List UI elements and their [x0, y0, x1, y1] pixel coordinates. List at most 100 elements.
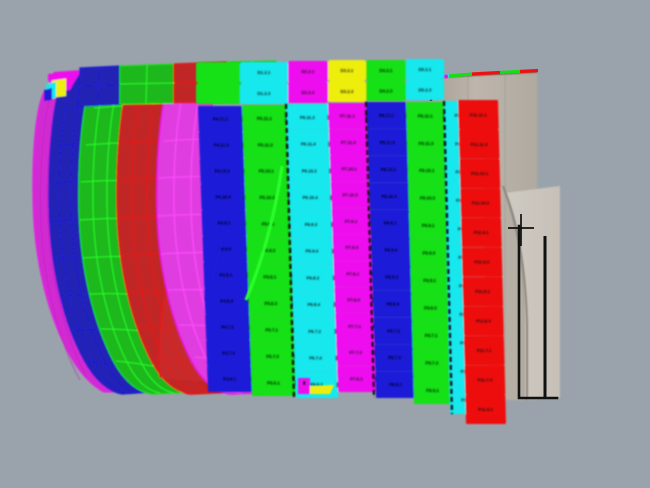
panel-cell[interactable] [407, 156, 447, 185]
panel-column[interactable]: P7.11.1 P7.11.3 P7.10.1 P7.10.3 P7.9.1 P7.9.3… [328, 103, 378, 392]
panel-cell[interactable] [461, 247, 503, 277]
panel-label: P8.9.4 [385, 248, 398, 253]
panel-label: P4.9.2 [218, 221, 231, 226]
panel-cell[interactable] [329, 155, 369, 182]
panel-cell[interactable] [288, 61, 328, 82]
panel-cell[interactable] [206, 340, 252, 366]
panel-label: P9.10.3 [420, 196, 436, 201]
panel-cell[interactable] [460, 217, 502, 248]
panel-cell[interactable] [332, 234, 372, 261]
panel-cell[interactable] [289, 210, 333, 238]
panel-cell[interactable] [408, 184, 447, 212]
diagonal-stiffener [204, 165, 284, 301]
panel-cell[interactable] [368, 182, 410, 210]
panel-columns-group[interactable]: P4.11.2 P4.11.4 P4.10.2 P4.10.4 P4.9.2 P4.9.4… [198, 100, 506, 424]
panel-cell[interactable] [243, 157, 289, 185]
panel-cell[interactable] [294, 344, 338, 372]
panel-cell[interactable] [328, 81, 366, 102]
panel-cell[interactable] [286, 104, 329, 131]
panel-cell[interactable] [196, 83, 240, 104]
panel-label: P11.6.1 [478, 407, 493, 412]
panel-cell[interactable] [240, 83, 288, 104]
panel-column[interactable]: P11.11.1 P11.11.3 P11.10.1 P11.10.3 P11.9.1 P… [458, 100, 506, 424]
crosshair-marker[interactable] [508, 214, 534, 246]
panel-label: D1.2.1 [258, 70, 272, 75]
panel-cell[interactable] [290, 237, 334, 265]
top-band-panel[interactable]: D5.2.1 D5.2.3 [406, 59, 444, 100]
panel-cell[interactable] [240, 62, 288, 83]
panel-label: P4.8.2 [220, 273, 233, 278]
panel-cell[interactable] [406, 59, 444, 80]
panel-cell[interactable] [333, 260, 373, 287]
panel-cell[interactable] [462, 276, 504, 307]
panel-cell[interactable] [198, 132, 244, 158]
top-band-group[interactable]: D1.2.1 D1.2.3 D2.2.1 D2.2.3 D3.2.1 D3.2.3 D4.2… [196, 59, 444, 104]
panel-cell[interactable] [464, 365, 506, 395]
panel-label: P6.10.2 [302, 168, 318, 173]
panel-cell[interactable] [288, 82, 328, 103]
panel-cell[interactable] [291, 264, 335, 292]
top-band-panel[interactable] [196, 62, 240, 104]
panel-cell[interactable] [366, 60, 406, 81]
column-seam [284, 103, 296, 399]
panel-cell[interactable] [406, 102, 445, 130]
panel-label: D5.2.3 [419, 87, 433, 92]
corner-marker-top-left [44, 72, 70, 101]
panel-cell[interactable] [366, 128, 408, 156]
panel-column[interactable]: P9.11.1 P9.11.3 P9.10.1 P9.10.3 P9.9.1 P9.9.3… [406, 102, 454, 404]
panel-cell[interactable] [370, 236, 412, 264]
panel-label: P9.7.1 [425, 333, 438, 338]
panel-cell[interactable] [369, 209, 411, 237]
panel-label: P8.11.2 [379, 113, 394, 118]
panel-cell[interactable] [200, 184, 246, 210]
panel-label: P11.10.1 [471, 171, 489, 176]
panel-cell[interactable] [463, 306, 504, 336]
top-band-panel[interactable]: D2.2.1 D2.2.3 [288, 61, 328, 103]
panel-cell[interactable] [458, 100, 499, 130]
panel-cell[interactable] [366, 102, 407, 129]
panel-cell[interactable] [201, 210, 247, 236]
panel-label: P8.8.2 [386, 275, 399, 280]
panel-label: P5.9.1 [262, 222, 275, 227]
panel-cell[interactable] [458, 129, 500, 159]
panel-cell[interactable] [463, 335, 505, 366]
panel-cell[interactable] [459, 158, 501, 189]
panel-cell[interactable] [460, 188, 501, 218]
panel-cell[interactable] [249, 316, 295, 344]
panel-label: P7.9.1 [345, 219, 358, 224]
column-seam [442, 100, 454, 415]
panel-cell[interactable] [465, 394, 506, 424]
panel-cell[interactable] [205, 314, 251, 340]
panel-cell[interactable] [286, 130, 330, 158]
panel-label: D5.2.1 [419, 67, 433, 72]
panel-cell[interactable] [292, 291, 336, 318]
panel-cell[interactable] [406, 129, 446, 157]
panel-cell[interactable] [198, 106, 243, 132]
top-band-panel[interactable]: D4.2.1 D4.2.3 [366, 60, 406, 101]
panel-cell[interactable] [202, 236, 248, 262]
panel-cell[interactable] [207, 366, 252, 392]
panel-label: P5.7.1 [265, 327, 278, 332]
panel-cell[interactable] [366, 80, 406, 101]
panel-column[interactable]: P8.11.2 P8.11.4 P8.10.2 P8.10.4 P8.9.2 P8.9.4… [366, 102, 418, 398]
panel-cell[interactable] [406, 79, 444, 100]
panel-label: D4.2.1 [380, 68, 394, 73]
panel-cell[interactable] [293, 317, 337, 345]
panel-cell[interactable] [287, 157, 331, 185]
panel-cell[interactable] [288, 184, 332, 211]
panel-cell[interactable] [196, 62, 240, 83]
panel-label: P8.9.2 [384, 221, 397, 226]
panel-cell[interactable] [246, 237, 292, 264]
top-band-panel[interactable]: D3.2.1 D3.2.3 [328, 60, 366, 102]
panel-cell[interactable] [336, 339, 376, 366]
panel-label: P5.7.3 [266, 354, 279, 359]
panel-label: P7.10.1 [342, 166, 358, 171]
panel-cell[interactable] [204, 288, 250, 314]
panel-label: P9.6.1 [426, 388, 439, 393]
panel-cell[interactable] [199, 158, 245, 184]
panel-cell[interactable] [367, 155, 409, 183]
top-band-panel[interactable]: D1.2.1 D1.2.3 [240, 62, 288, 104]
panel-cell[interactable] [328, 60, 366, 81]
